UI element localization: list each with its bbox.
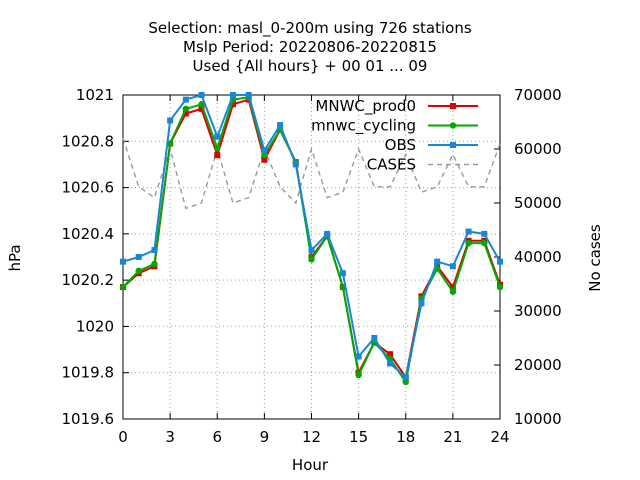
legend-swatch-marker bbox=[450, 103, 456, 109]
legend-label: mnwc_cycling bbox=[311, 117, 416, 136]
data-point-mnwc-prod0 bbox=[182, 110, 189, 117]
data-point-mnwc-cycling bbox=[214, 145, 221, 152]
data-point-mnwc-prod0 bbox=[387, 351, 394, 358]
data-point-obs bbox=[292, 161, 299, 168]
legend-swatch-marker bbox=[450, 142, 456, 148]
y2-tick-label: 20000 bbox=[514, 356, 562, 374]
y-tick-label: 1020.2 bbox=[62, 271, 115, 289]
y2-tick-label: 10000 bbox=[514, 410, 562, 428]
data-point-mnwc-cycling bbox=[151, 260, 158, 268]
data-point-mnwc-cycling bbox=[135, 267, 142, 275]
data-point-obs bbox=[120, 258, 126, 265]
data-point-obs bbox=[167, 117, 174, 124]
y-tick-label: 1020.4 bbox=[62, 225, 115, 243]
y2-tick-label: 50000 bbox=[514, 194, 562, 212]
y-tick-label: 1020.8 bbox=[62, 132, 115, 150]
data-point-mnwc-cycling bbox=[355, 371, 362, 379]
x-tick-label: 15 bbox=[349, 428, 368, 446]
data-point-mnwc-cycling bbox=[308, 256, 315, 263]
legend-label: MNWC_prod0 bbox=[315, 97, 416, 116]
legend-entry-mnwc-prod0: MNWC_prod0 bbox=[315, 97, 478, 116]
data-point-obs bbox=[402, 374, 409, 381]
data-point-mnwc-prod0 bbox=[449, 284, 456, 291]
x-tick-label: 18 bbox=[396, 428, 415, 446]
data-point-obs bbox=[277, 122, 284, 129]
y2-axis-label: No cases bbox=[586, 224, 604, 292]
data-point-mnwc-cycling bbox=[465, 239, 472, 247]
data-point-obs bbox=[182, 96, 189, 103]
data-point-obs bbox=[481, 230, 488, 237]
data-point-mnwc-cycling bbox=[481, 239, 488, 247]
y2-tick-label: 70000 bbox=[514, 86, 562, 104]
data-point-obs bbox=[245, 92, 252, 98]
x-tick-label: 21 bbox=[443, 428, 462, 446]
legend-swatch-marker bbox=[449, 122, 457, 129]
y-axis-label: hPa bbox=[6, 244, 24, 271]
y2-tick-label: 40000 bbox=[514, 248, 562, 266]
series-line-cases bbox=[122, 137, 501, 210]
chart-title: Selection: masl_0-200m using 726 station… bbox=[148, 19, 472, 75]
data-point-mnwc-prod0 bbox=[214, 152, 221, 159]
data-point-mnwc-cycling bbox=[166, 140, 174, 147]
x-tick-label: 12 bbox=[302, 428, 321, 446]
data-point-obs bbox=[214, 133, 221, 140]
data-point-obs bbox=[371, 335, 378, 341]
y-tick-label: 1019.6 bbox=[62, 410, 115, 428]
y-tick-label: 1019.8 bbox=[62, 364, 115, 382]
legend-label: OBS bbox=[385, 136, 416, 154]
data-point-mnwc-cycling bbox=[496, 283, 504, 291]
data-point-obs bbox=[497, 258, 503, 265]
data-point-mnwc-cycling bbox=[182, 105, 190, 113]
data-point-obs bbox=[355, 353, 362, 360]
x-tick-label: 3 bbox=[165, 428, 175, 446]
data-point-obs bbox=[434, 258, 441, 265]
data-point-obs bbox=[449, 263, 456, 270]
x-tick-label: 0 bbox=[118, 428, 128, 446]
legend-entry-mnwc-cycling: mnwc_cycling bbox=[311, 117, 478, 136]
data-point-mnwc-cycling bbox=[402, 378, 409, 386]
series-obs bbox=[120, 92, 503, 381]
y-tick-label: 1020.6 bbox=[62, 179, 115, 197]
data-point-obs bbox=[387, 360, 394, 367]
data-point-obs bbox=[229, 92, 236, 98]
data-point-obs bbox=[324, 230, 331, 237]
data-point-mnwc-cycling bbox=[261, 151, 268, 159]
data-point-obs bbox=[261, 147, 268, 154]
data-point-mnwc-prod0 bbox=[229, 101, 236, 108]
plot-series bbox=[119, 92, 504, 386]
x-tick-label: 24 bbox=[490, 428, 509, 446]
y-tick-label: 1021 bbox=[76, 86, 114, 104]
y2-tick-label: 30000 bbox=[514, 302, 562, 320]
title-line-1: Selection: masl_0-200m using 726 station… bbox=[148, 19, 472, 38]
x-axis-label: Hour bbox=[292, 456, 329, 474]
data-point-obs bbox=[151, 247, 158, 254]
data-point-mnwc-prod0 bbox=[198, 105, 205, 112]
series-line-obs bbox=[122, 93, 501, 380]
data-point-mnwc-cycling bbox=[119, 283, 127, 291]
data-point-mnwc-prod0 bbox=[261, 156, 268, 163]
x-tick-label: 6 bbox=[212, 428, 222, 446]
legend-label: CASES bbox=[367, 156, 416, 174]
axes: 0 3 6 9 12 15 18 21 24 1019.6 1019.8 1020 1020.2 1020… bbox=[62, 86, 562, 446]
x-tick-label: 9 bbox=[260, 428, 270, 446]
legend-entry-obs: OBS bbox=[385, 136, 478, 154]
title-line-3: Used {All hours} + 00 01 ... 09 bbox=[193, 57, 428, 75]
legend-entry-cases: CASES bbox=[367, 156, 478, 174]
data-point-obs bbox=[308, 247, 315, 254]
title-line-2: Mslp Period: 20220806-20220815 bbox=[183, 38, 437, 56]
data-point-obs bbox=[198, 92, 205, 98]
data-point-obs bbox=[135, 254, 142, 260]
y2-tick-label: 60000 bbox=[514, 140, 562, 158]
data-point-obs bbox=[465, 228, 472, 235]
series-cases bbox=[122, 137, 501, 210]
data-point-mnwc-cycling bbox=[198, 101, 205, 108]
data-point-obs bbox=[418, 300, 425, 307]
y-tick-label: 1020 bbox=[76, 317, 114, 335]
data-point-obs bbox=[339, 270, 346, 277]
data-point-mnwc-cycling bbox=[449, 288, 457, 295]
